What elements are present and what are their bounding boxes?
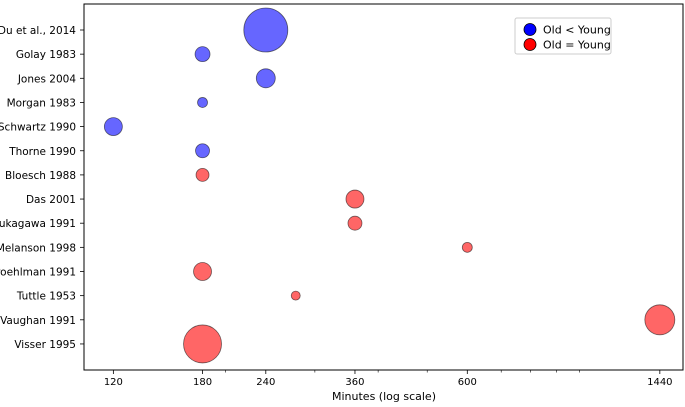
bubble-melanson-1998 <box>461 241 473 253</box>
x-tick-label: 1440 <box>647 377 672 388</box>
bubble-du-et-al-2014 <box>243 7 289 53</box>
bubble-poehlman-1991 <box>193 262 212 281</box>
y-tick-label-visser-1995: Visser 1995 <box>14 339 76 351</box>
legend-marker-old-less-young <box>523 23 537 36</box>
bubble-visser-1995 <box>183 324 222 364</box>
x-tick-label: 120 <box>104 377 123 388</box>
bubbles <box>103 7 676 364</box>
minor-ticks <box>225 370 580 373</box>
legend-label-old-equal-young: Old = Young <box>543 39 611 52</box>
bubble-morgan-1983 <box>197 97 208 108</box>
bubble-das-2001 <box>345 189 365 209</box>
legend-box <box>514 17 612 55</box>
x-tick-label: 180 <box>193 377 212 388</box>
x-axis-ticks: 120 180 240 360 600 1440 <box>104 370 673 388</box>
y-tick-label-fukagawa-1991: Fukagawa 1991 <box>0 218 76 230</box>
y-tick-label-vaughan-1991: Vaughan 1991 <box>0 315 76 327</box>
legend-label-old-less-young: Old < Young <box>543 24 611 37</box>
bubble-tuttle-1953 <box>290 290 301 301</box>
x-tick-label: 600 <box>458 377 477 388</box>
y-tick-label-poehlman-1991: Poehlman 1991 <box>0 267 76 279</box>
legend-marker-old-equal-young <box>523 38 537 51</box>
plot-area <box>83 3 684 371</box>
x-axis-label: Minutes (log scale) <box>332 390 436 403</box>
y-tick-label-thorne-1990: Thorne 1990 <box>8 146 76 158</box>
y-tick-label-das-2001: Das 2001 <box>26 194 76 206</box>
y-tick-label-schwartz-1990: Schwartz 1990 <box>0 122 76 134</box>
bubble-vaughan-1991 <box>644 304 676 336</box>
bubble-jones-2004 <box>255 68 276 89</box>
bubble-golay-1983 <box>194 46 211 63</box>
bubble-bloesch-1988 <box>195 167 210 182</box>
x-tick-label: 240 <box>256 377 275 388</box>
y-tick-label-melanson-1998: Melanson 1998 <box>0 242 76 254</box>
bubble-schwartz-1990 <box>103 117 123 136</box>
y-tick-label-jones-2004: Jones 2004 <box>17 73 76 85</box>
x-tick-label: 360 <box>345 377 364 388</box>
y-tick-label-golay-1983: Golay 1983 <box>16 49 76 61</box>
y-tick-label-tuttle-1953: Tuttle 1953 <box>16 291 76 303</box>
y-tick-label-bloesch-1988: Bloesch 1988 <box>5 170 76 182</box>
y-tick-label-morgan-1983: Morgan 1983 <box>7 97 76 109</box>
bubble-fukagawa-1991 <box>347 215 363 231</box>
y-axis-ticks: Du et al., 2014 Golay 1983 Jones 2004 Morga… <box>0 25 84 351</box>
legend: Old < Young Old = Young <box>514 17 612 55</box>
bubble-thorne-1990 <box>195 143 210 159</box>
y-tick-label-du-et-al-2014: Du et al., 2014 <box>0 25 76 37</box>
